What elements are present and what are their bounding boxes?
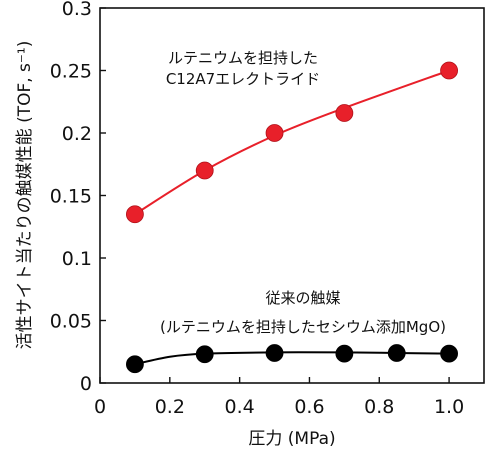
series-1-point-4: [335, 104, 354, 122]
series-2-point-6: [440, 344, 458, 363]
series-1-fit-line: [134, 69, 450, 216]
y-tick-label-2: 0.1: [62, 248, 92, 270]
x-axis-title: 圧力 (MPa): [248, 429, 335, 449]
tick-labels: 0 0.05 0.1 0.15 0.2 0.25 0.3 0 0.2 0.4 0.6 0.8 1.0: [50, 0, 465, 418]
x-tick-label-1: 0.2: [155, 396, 185, 418]
y-tick-label-6: 0.3: [62, 0, 92, 20]
series-2-point-5: [387, 344, 406, 362]
ticks: [99, 7, 450, 384]
x-tick-label-5: 1.0: [434, 396, 464, 418]
x-tick-label-3: 0.6: [294, 396, 324, 418]
series-2-label-line-2: (ルテニウムを担持したセシウム添加MgO): [160, 318, 446, 336]
x-tick-label-4: 0.8: [364, 396, 394, 418]
series-2-point-4: [335, 344, 354, 363]
x-tick-label-2: 0.4: [225, 396, 255, 418]
series-2-point-1: [126, 355, 144, 374]
series-1-point-3: [265, 124, 284, 142]
y-tick-label-1: 0.05: [50, 311, 92, 333]
y-tick-label-4: 0.2: [62, 123, 92, 145]
series-2-point-3: [265, 344, 284, 362]
y-tick-label-0: 0: [80, 373, 92, 395]
y-axis-title: 活性サイト当たりの触媒性能 (TOF, s⁻¹): [15, 41, 35, 350]
series-1-point-5: [440, 61, 458, 80]
series-1-point-1: [126, 205, 144, 224]
data-points: [126, 61, 458, 374]
series-2-point-2: [195, 345, 214, 364]
series-1-point-2: [195, 161, 214, 180]
y-tick-label-3: 0.15: [50, 186, 92, 208]
series-1-label-line-1: ルテニウムを担持した: [168, 49, 318, 67]
y-tick-label-5: 0.25: [50, 61, 92, 83]
x-tick-label-0: 0: [94, 396, 106, 418]
series-1-label-line-2: C12A7エレクトライド: [166, 70, 320, 88]
series-2-label-line-1: 従来の触媒: [265, 289, 340, 307]
